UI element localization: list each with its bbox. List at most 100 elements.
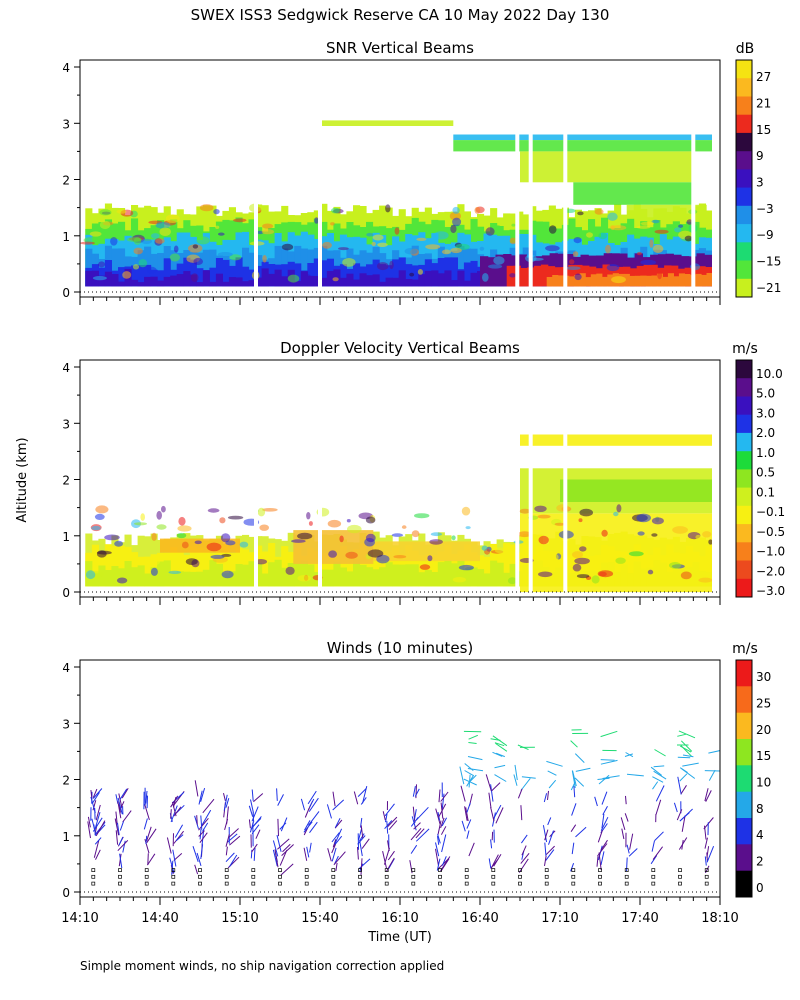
heatmap-cell (431, 270, 439, 287)
heatmap-speckle (134, 522, 147, 526)
calm-marker (678, 868, 682, 872)
wind-barb (277, 818, 279, 837)
wind-barb (440, 791, 449, 802)
y-tick-label: 1 (62, 530, 70, 544)
heatmap-cell (353, 279, 361, 287)
wind-barb (228, 828, 239, 838)
heatmap-speckle (304, 274, 312, 283)
y-tick-label: 1 (62, 230, 70, 244)
x-tick-label: 18:10 (701, 911, 738, 926)
calm-marker (491, 874, 496, 879)
calm-marker (651, 868, 656, 872)
wind-barb (574, 753, 585, 763)
heatmap-cell (85, 248, 93, 287)
heatmap-cell (411, 279, 419, 287)
heatmap-speckle (458, 564, 474, 571)
wind-barb (309, 798, 315, 808)
wind-barb (494, 774, 507, 782)
heatmap-cell (385, 265, 393, 287)
doppler-panel: Doppler Velocity Vertical Beams 0 1 2 3 4 m/… (62, 339, 785, 605)
wind-barb (517, 788, 523, 799)
heatmap-cell (294, 263, 302, 287)
heatmap-cell (662, 276, 669, 287)
colorbar-swatch (736, 765, 752, 793)
colorbar-swatch (736, 151, 752, 170)
heatmap-cell (490, 560, 498, 587)
heatmap-speckle (474, 206, 481, 214)
wind-barb (303, 847, 308, 861)
heatmap-speckle (574, 273, 582, 281)
heatmap-cell (202, 249, 210, 287)
heatmap-speckle (636, 513, 651, 523)
colorbar-swatch (736, 712, 752, 740)
wind-barb (359, 833, 365, 841)
heatmap-speckle (168, 570, 182, 575)
no-data-region (712, 360, 720, 597)
calm-marker (331, 874, 336, 879)
wind-barb (625, 752, 634, 758)
heatmap-speckle (371, 241, 376, 247)
heatmap-speckle (141, 238, 152, 244)
heatmap-speckle (221, 570, 234, 579)
calm-marker (598, 868, 602, 872)
heatmap-cell (202, 569, 210, 587)
heatmap-cell (150, 276, 158, 287)
heatmap-cell (353, 559, 361, 587)
colorbar-swatch (736, 96, 752, 116)
wind-barb (87, 821, 91, 839)
heatmap-speckle (606, 264, 620, 272)
wind-barb (597, 777, 610, 780)
wind-barb (467, 756, 483, 761)
heatmap-cell (307, 564, 315, 587)
calm-marker (544, 874, 549, 879)
heatmap-cell (366, 275, 374, 287)
heatmap-speckle (327, 519, 342, 528)
heatmap-speckle (637, 531, 645, 536)
wind-barb (334, 817, 341, 828)
calm-marker (518, 874, 522, 879)
colorbar-swatch (736, 242, 752, 261)
doppler-plot-area: 0 1 2 3 4 (62, 360, 721, 605)
heatmap-speckle (322, 241, 332, 249)
heatmap-speckle (155, 222, 171, 229)
wind-barb (706, 846, 715, 863)
heatmap-cell (91, 573, 99, 587)
heatmap-speckle (451, 535, 456, 541)
heatmap-speckle (702, 531, 712, 538)
heatmap-cell (601, 276, 608, 287)
heatmap-speckle (401, 525, 407, 529)
heatmap-speckle (651, 517, 664, 525)
wind-barb (491, 782, 501, 792)
wind-barb (276, 834, 282, 852)
heatmap-cell (346, 571, 354, 587)
wind-barb (626, 844, 630, 854)
heatmap-cell (540, 264, 549, 287)
heatmap-cell (418, 572, 426, 587)
wind-barb (626, 857, 628, 872)
wind-barb (277, 838, 290, 850)
calm-marker (464, 874, 469, 879)
colorbar-swatch (736, 360, 752, 379)
heatmap-speckle (281, 243, 294, 251)
heatmap-speckle (159, 227, 171, 236)
y-tick-label: 4 (62, 661, 70, 675)
colorbar-swatch (736, 578, 752, 598)
wind-barb (198, 817, 209, 831)
heatmap-cell (379, 567, 387, 587)
wind-barb (437, 820, 442, 835)
wind-barb (435, 848, 439, 866)
data-gap (254, 60, 258, 293)
wind-barb (490, 784, 494, 802)
colorbar-label: −2.0 (756, 564, 785, 578)
wind-barb (495, 807, 504, 824)
y-tick-label: 0 (62, 586, 70, 600)
wind-barb (198, 790, 203, 805)
colorbar-label: −15 (756, 255, 781, 269)
heatmap-cell (111, 248, 119, 287)
wind-barb (309, 821, 318, 833)
heatmap-speckle (636, 251, 642, 256)
heatmap-cell (480, 256, 489, 287)
wind-barb (544, 855, 547, 866)
heatmap-cell (520, 268, 528, 287)
heatmap-cell (450, 257, 458, 287)
